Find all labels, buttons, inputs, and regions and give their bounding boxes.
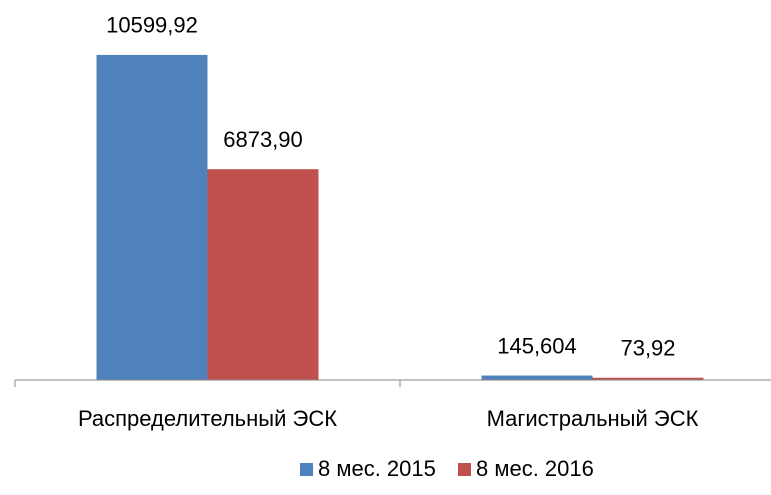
legend-label: 8 мес. 2016 xyxy=(476,456,594,481)
x-tick-label: Магистральный ЭСК xyxy=(487,406,699,431)
x-tick-label: Распределительный ЭСК xyxy=(78,406,337,431)
bar xyxy=(592,377,704,380)
bar xyxy=(481,375,593,380)
data-label: 73,92 xyxy=(620,336,675,361)
data-label: 10599,92 xyxy=(106,13,198,38)
bar xyxy=(207,169,319,380)
legend-swatch xyxy=(458,463,471,476)
data-label: 6873,90 xyxy=(223,127,303,152)
legend-label: 8 мес. 2015 xyxy=(318,456,436,481)
bar xyxy=(96,54,208,380)
data-label: 145,604 xyxy=(497,333,577,358)
legend-swatch xyxy=(300,463,313,476)
